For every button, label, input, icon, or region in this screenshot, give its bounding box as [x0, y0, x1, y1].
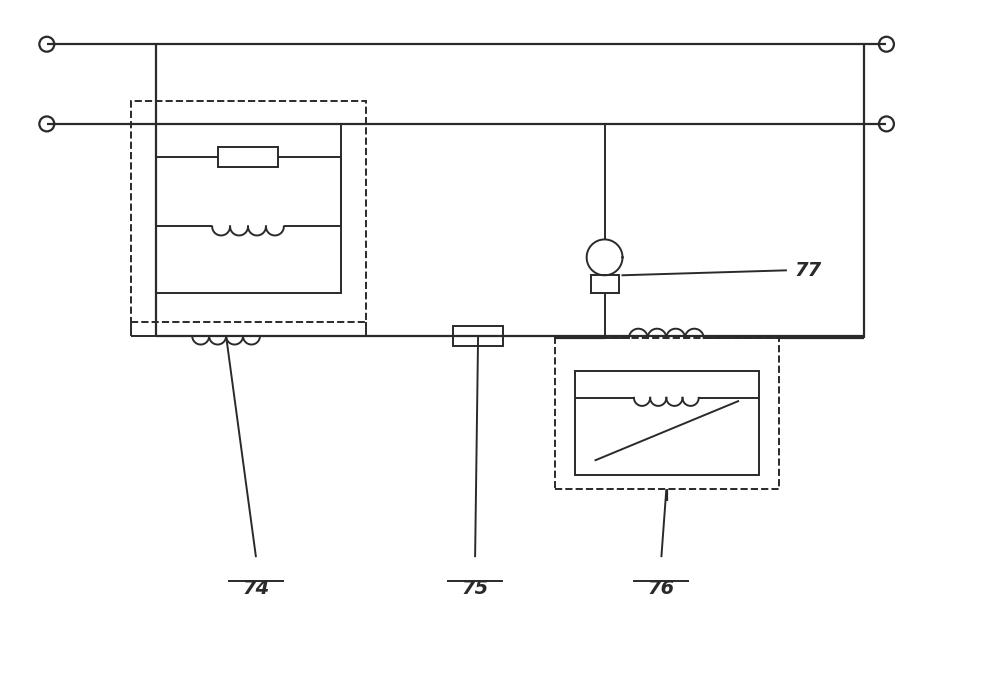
Circle shape: [879, 117, 894, 131]
Bar: [555, 338, 779, 489]
Text: 77: 77: [795, 261, 822, 280]
Bar: [591, 275, 619, 293]
Bar: [156, 124, 341, 293]
Circle shape: [39, 117, 54, 131]
Circle shape: [39, 37, 54, 52]
Bar: [575, 371, 759, 475]
Circle shape: [879, 37, 894, 52]
Text: 76: 76: [648, 579, 675, 598]
Text: 75: 75: [461, 579, 489, 598]
Bar: [131, 101, 366, 322]
Text: 74: 74: [242, 579, 270, 598]
Bar: [453, 326, 503, 346]
Bar: [218, 147, 278, 167]
